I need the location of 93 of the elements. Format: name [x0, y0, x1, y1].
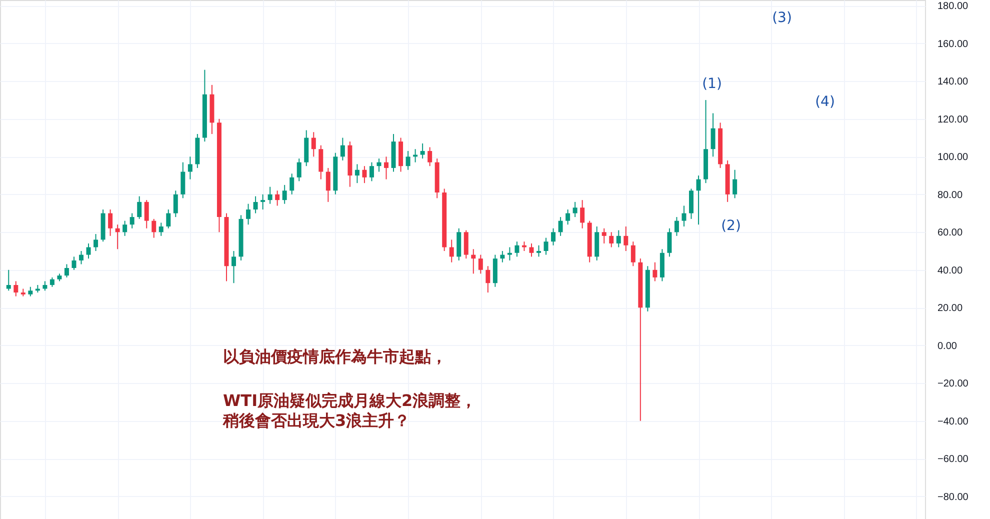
- candlestick: [667, 228, 672, 258]
- candlestick: [406, 150, 410, 170]
- candlestick: [253, 196, 258, 214]
- candlestick: [296, 158, 302, 182]
- y-tick-label: 20.00: [938, 303, 963, 314]
- candlestick: [624, 226, 628, 252]
- candlestick: [558, 216, 563, 236]
- y-tick-label: 120.00: [938, 114, 969, 126]
- candlestick: [318, 144, 324, 180]
- y-tick-label: 60.00: [938, 228, 963, 239]
- candlestick: [282, 184, 287, 204]
- candlestick: [137, 196, 142, 220]
- candlestick: [166, 208, 171, 229]
- candlestick: [674, 216, 679, 236]
- candlestick: [376, 158, 382, 172]
- y-tick-label: 180.00: [938, 1, 969, 12]
- candlestick: [115, 224, 120, 250]
- candlestick: [616, 230, 621, 248]
- candlestick: [64, 264, 69, 278]
- candlestick: [486, 266, 490, 294]
- candlestick: [428, 146, 432, 167]
- candlestick: [79, 250, 84, 265]
- candlestick: [696, 175, 701, 226]
- candlestick: [449, 239, 454, 263]
- candlestick: [173, 190, 178, 218]
- candlestick: [536, 244, 541, 258]
- candlestick: [630, 241, 636, 267]
- annotation: (1): [702, 76, 722, 92]
- candlestick: [108, 208, 113, 236]
- candlestick: [369, 162, 374, 182]
- y-tick-label: −20.00: [938, 378, 969, 390]
- candlestick: [340, 137, 345, 161]
- candlestick: [158, 222, 164, 236]
- candlestick: [122, 220, 128, 236]
- candlestick: [72, 256, 76, 270]
- y-tick-label: 100.00: [938, 152, 969, 164]
- candlestick: [529, 242, 534, 258]
- annotation: (3): [772, 10, 792, 26]
- candlestick: [566, 208, 570, 226]
- annotation: WTI原油疑似完成月線大2浪調整，: [223, 391, 477, 410]
- candlestick: [268, 186, 272, 204]
- candlestick: [580, 200, 585, 229]
- y-tick-label: 40.00: [938, 265, 963, 276]
- candlestick: [682, 205, 686, 227]
- candlestick: [500, 250, 505, 263]
- candlestick: [275, 190, 280, 206]
- candlestick: [572, 201, 578, 218]
- candlestick: [384, 156, 388, 180]
- candlestick: [260, 194, 266, 210]
- candlestick: [14, 280, 18, 297]
- candlestick: [232, 250, 236, 284]
- candlestick: [602, 228, 606, 244]
- candlestick: [420, 142, 425, 160]
- candlestick: [326, 167, 330, 202]
- candlestick: [28, 286, 33, 297]
- candlestick: [42, 280, 48, 292]
- candlestick: [514, 241, 520, 258]
- annotation: 稍後會否出現大3浪主升？: [222, 411, 410, 430]
- candlestick: [362, 166, 367, 184]
- candlestick: [464, 230, 468, 260]
- annotation: (4): [815, 94, 835, 110]
- annotation: 以負油價疫情底作為牛市起點，: [223, 347, 447, 366]
- candlestick: [188, 156, 192, 180]
- candlestick: [471, 248, 476, 274]
- candlestick: [652, 262, 658, 282]
- y-tick-label: −80.00: [938, 492, 969, 503]
- y-tick-label: −60.00: [938, 454, 969, 466]
- candlestick: [180, 162, 186, 199]
- candlestick: [478, 254, 483, 274]
- candlestick: [544, 237, 548, 256]
- candlestick: [689, 188, 694, 220]
- candlestick: [6, 269, 11, 292]
- candlestick: [152, 218, 156, 238]
- candlestick: [130, 212, 134, 229]
- y-tick-label: 160.00: [938, 38, 969, 50]
- candlestick: [354, 164, 360, 184]
- candlestick: [290, 173, 294, 195]
- candlestick: [311, 132, 316, 158]
- candlestick: [507, 246, 512, 261]
- candlestick: [246, 203, 251, 226]
- candlestick: [551, 228, 556, 246]
- candlestick: [94, 234, 98, 252]
- y-tick-label: −40.00: [938, 416, 969, 428]
- candlestick: [732, 169, 738, 199]
- candlestick: [50, 276, 54, 288]
- y-tick-label: 80.00: [938, 190, 963, 201]
- y-tick-label: 0.00: [938, 340, 958, 352]
- candlestick: [710, 112, 716, 158]
- candlestick: [144, 200, 149, 229]
- candlestick: [86, 242, 91, 260]
- candlestick: [609, 232, 614, 248]
- y-tick-label: 140.00: [938, 76, 969, 88]
- annotation: (2): [721, 218, 741, 234]
